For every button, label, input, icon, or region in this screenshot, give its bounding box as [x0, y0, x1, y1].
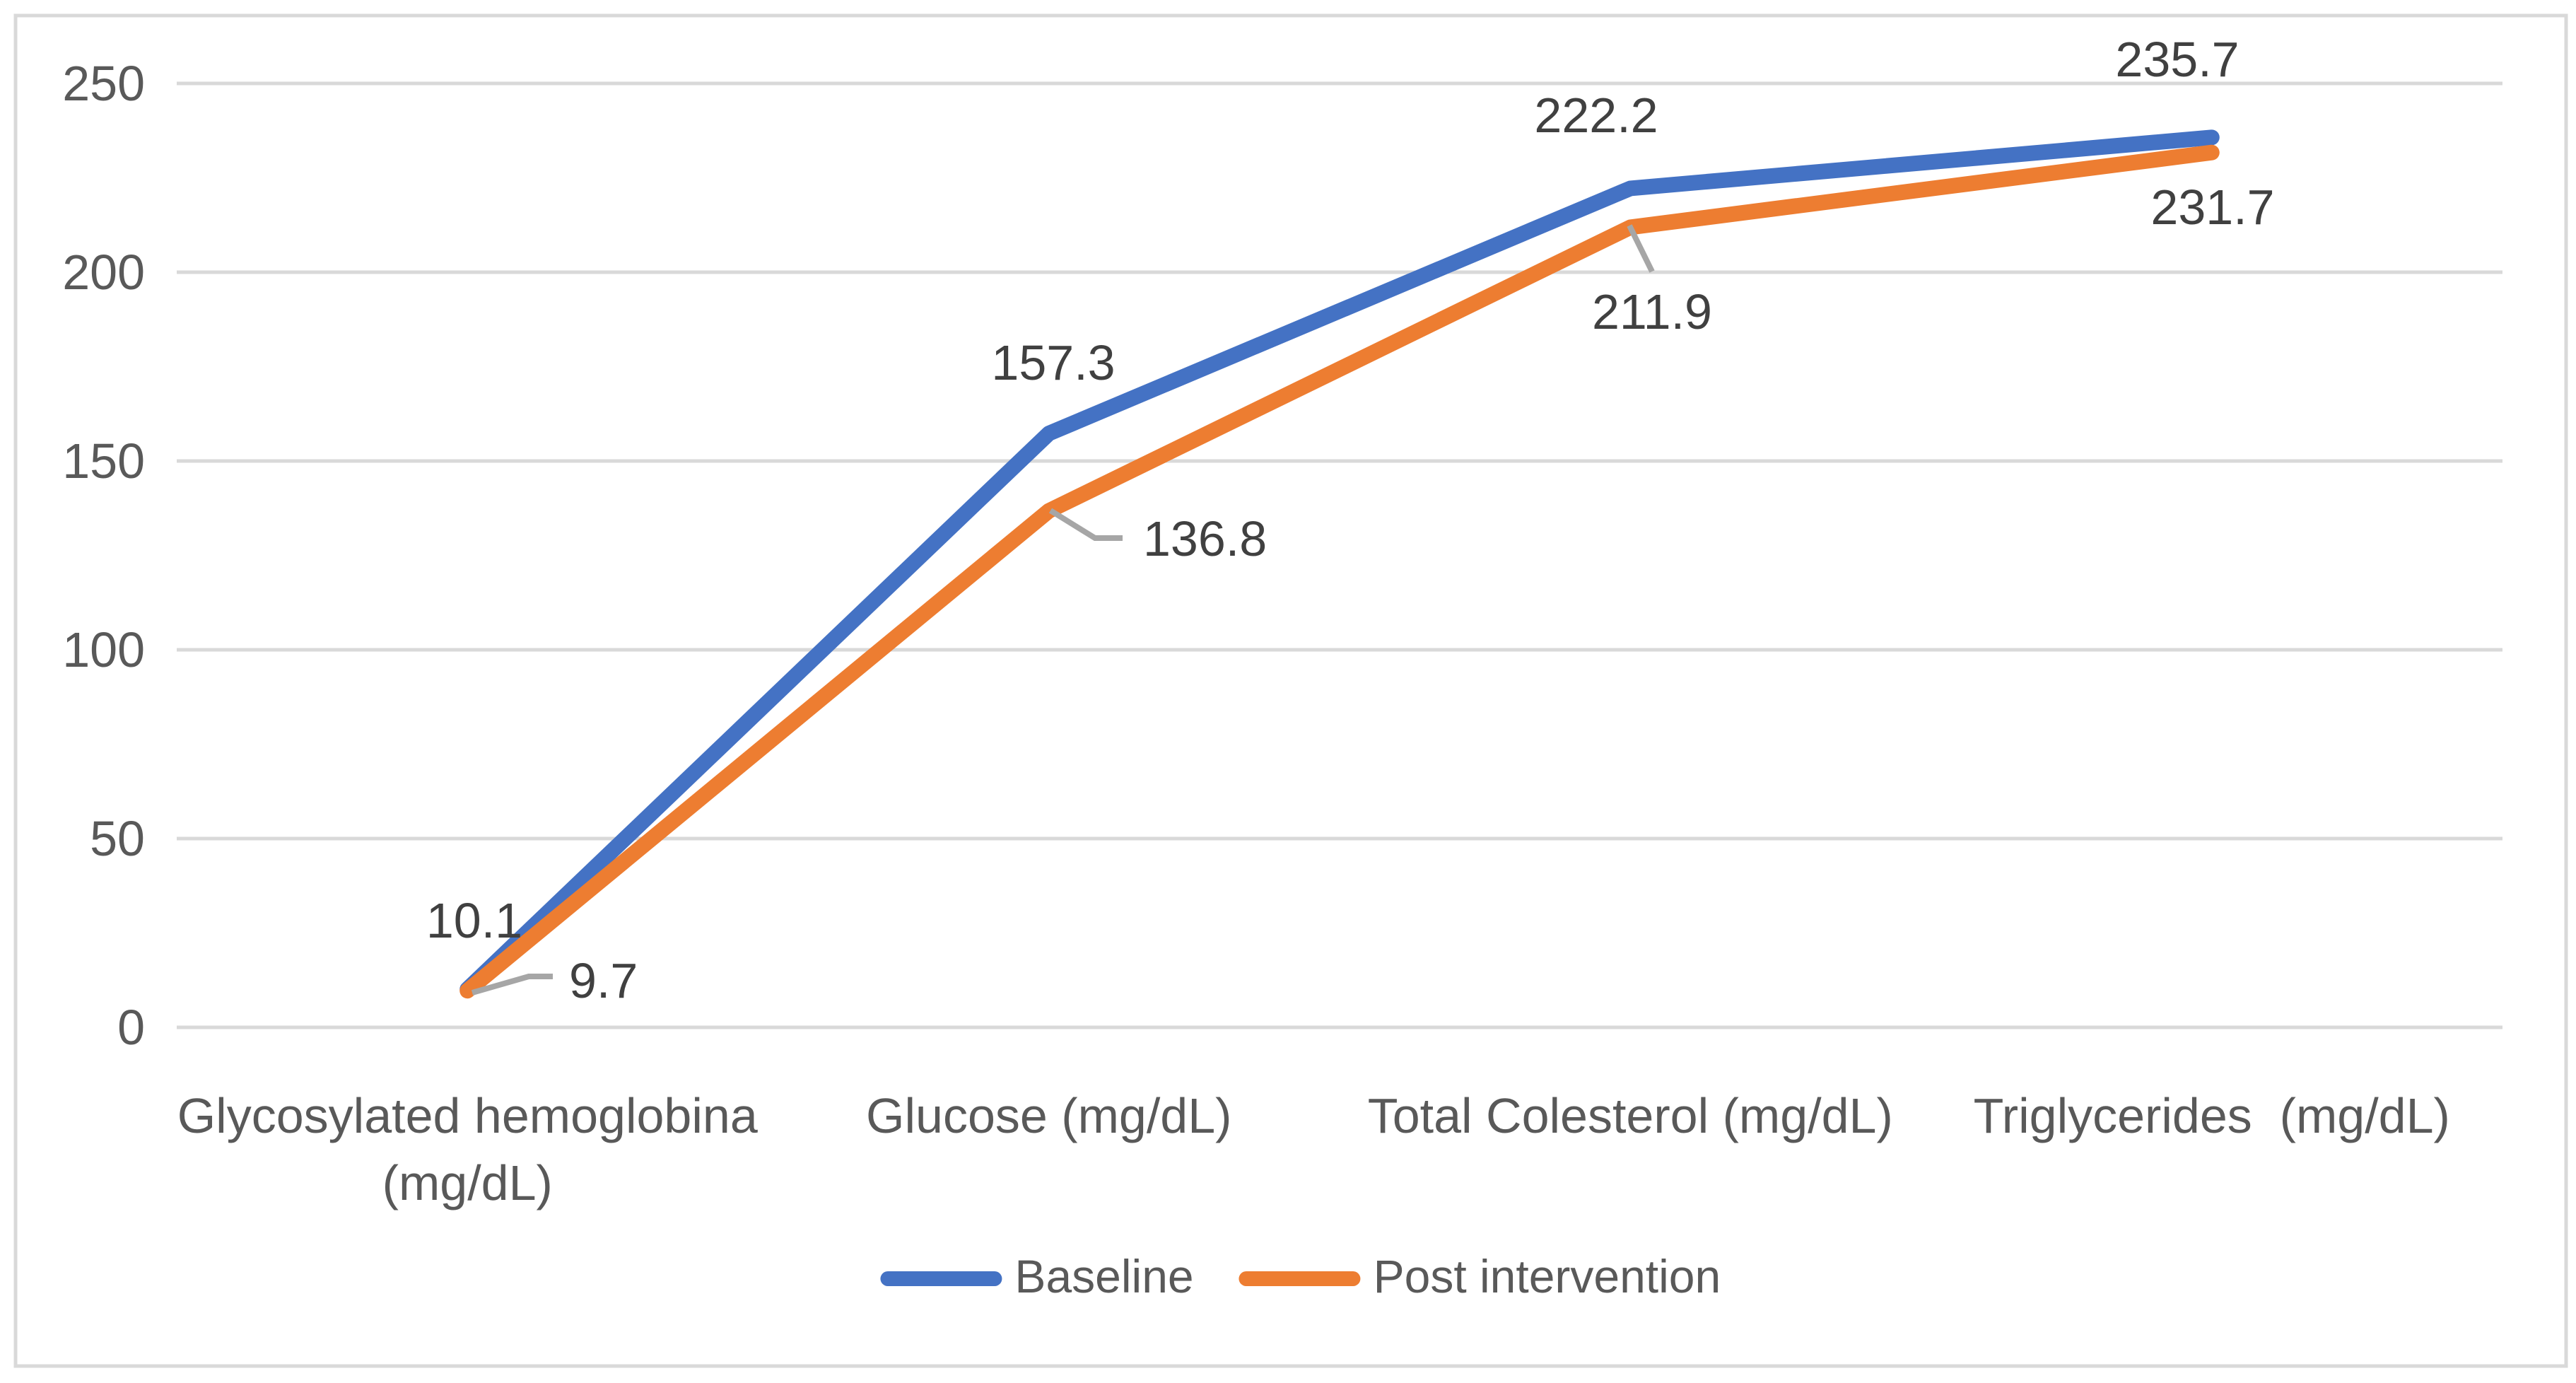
data-label: 235.7: [2115, 32, 2239, 87]
series-line-baseline: [459, 129, 2220, 998]
data-label: 231.7: [2150, 180, 2274, 235]
y-tick-label: 150: [62, 433, 145, 489]
y-tick-label: 100: [62, 622, 145, 677]
y-tick-label: 0: [117, 1000, 145, 1055]
category-label: Triglycerides (mg/dL): [1974, 1088, 2450, 1143]
data-label: 9.7: [569, 953, 638, 1008]
y-tick-label: 250: [62, 56, 145, 111]
legend-label-baseline: Baseline: [1014, 1250, 1194, 1302]
legend-item-post-intervention: Post intervention: [1239, 1253, 1721, 1304]
data-label-leader-line: [471, 974, 553, 996]
data-label-leader-line: [1627, 224, 1655, 273]
data-label: 10.1: [426, 893, 522, 948]
category-label: (mg/dL): [382, 1155, 553, 1210]
data-label: 222.2: [1534, 88, 1658, 143]
category-label: Total Colesterol (mg/dL): [1368, 1088, 1893, 1143]
y-tick-label: 50: [90, 811, 145, 866]
data-label-leader-line: [1048, 508, 1123, 541]
category-label: Glucose (mg/dL): [866, 1088, 1231, 1143]
legend-item-baseline: Baseline: [880, 1250, 1194, 1304]
category-label: Glycosylated hemoglobina: [177, 1088, 758, 1143]
data-label: 211.9: [1592, 284, 1712, 339]
post-intervention-line-swatch: [1239, 1271, 1361, 1286]
data-label: 157.3: [991, 335, 1115, 390]
series-line-post-intervention: [459, 144, 2220, 999]
data-label: 136.8: [1143, 511, 1267, 566]
chart-legend: Baseline Post intervention: [880, 1253, 1721, 1304]
baseline-line-swatch: [880, 1271, 1002, 1286]
chart-border: [13, 13, 2568, 1368]
legend-label-post-intervention: Post intervention: [1373, 1250, 1721, 1302]
y-tick-label: 200: [62, 245, 145, 300]
